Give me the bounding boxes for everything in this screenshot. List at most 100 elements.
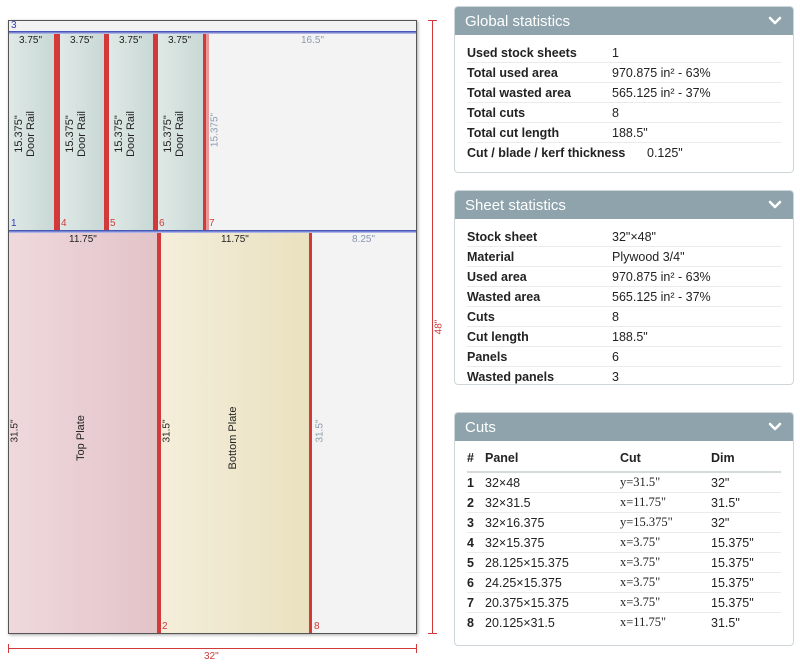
waste-width-label: 16.5" (301, 35, 325, 46)
cut-num: 1 (467, 472, 485, 493)
cut-panel: 24.25×15.375 (485, 572, 620, 593)
cut-dim: 31.5" (711, 492, 781, 513)
cut-position: x=11.75" (620, 492, 711, 513)
height-dimension-line (432, 20, 433, 634)
panel-height-label: 31.5" (9, 419, 21, 443)
stat-label: Wasted panels (467, 369, 555, 384)
panel-width-label: 3.75" (70, 35, 94, 46)
cut-number-1: 1 (11, 218, 17, 229)
cut-num: 2 (467, 492, 485, 513)
door-rail-panel[interactable]: 3.75" 15.375" Door Rail 1 (9, 34, 57, 230)
panel-width-label: 11.75" (69, 234, 97, 245)
stat-row: Used stock sheets 1 (467, 43, 781, 63)
cut-dim: 15.375" (711, 592, 781, 613)
stat-label: Total used area (467, 65, 558, 80)
panel-name: Door Rail (25, 111, 37, 157)
cut-number-3: 3 (11, 20, 17, 31)
cut-number-4: 4 (61, 218, 67, 229)
cut-num: 6 (467, 572, 485, 593)
stat-label: Cuts (467, 309, 495, 324)
door-rail-panel[interactable]: 3.75" 15.375" Door Rail 4 (57, 34, 107, 230)
global-statistics-header[interactable]: Global statistics (455, 7, 793, 35)
stat-label: Material (467, 249, 515, 264)
cut-dim: 15.375" (711, 532, 781, 553)
cut-number-2: 2 (162, 621, 168, 632)
waste-width-label: 8.25" (352, 234, 376, 245)
table-row: 4 32×15.375 x=3.75" 15.375" (467, 532, 781, 553)
door-rail-panel[interactable]: 3.75" 15.375" Door Rail 6 (155, 34, 206, 230)
stat-row: Wasted panels 3 (467, 367, 781, 384)
stat-value: 8 (612, 309, 619, 324)
stat-row: Total wasted area 565.125 in² - 37% (467, 83, 781, 103)
cut-number-6: 6 (159, 218, 165, 229)
stat-row: Used area 970.875 in² - 63% (467, 267, 781, 287)
cut-position: x=11.75" (620, 615, 667, 629)
stat-row: Cut / blade / kerf thickness 0.125" (467, 143, 781, 162)
stat-row: Material Plywood 3/4" (467, 247, 781, 267)
chevron-down-icon[interactable] (767, 197, 783, 213)
panel-width-label: 3.75" (119, 35, 143, 46)
stat-label: Total cuts (467, 105, 526, 120)
cut-num: 8 (467, 615, 474, 630)
panel-width-label: 3.75" (168, 35, 192, 46)
cuts-table: # Panel Cut Dim 1 32×48 y=31.5" 32" 2 32×31.… (467, 445, 781, 632)
stat-value: 970.875 in² - 63% (612, 65, 711, 80)
bottom-plate-panel[interactable]: 11.75" 31.5" Bottom Plate 2 (158, 233, 312, 633)
stat-value: 32"×48" (612, 229, 656, 244)
stat-row: Total cuts 8 (467, 103, 781, 123)
stat-value: 3 (612, 369, 619, 384)
stat-value: 188.5" (612, 125, 648, 140)
stat-label: Wasted area (467, 289, 541, 304)
door-rail-panel[interactable]: 3.75" 15.375" Door Rail 5 (106, 34, 156, 230)
cut-panel: 32×48 (485, 472, 620, 493)
chevron-down-icon[interactable] (767, 419, 783, 435)
panel-name: Door Rail (174, 111, 186, 157)
stat-label: Used area (467, 269, 527, 284)
cut-position: x=3.75" (620, 532, 711, 553)
stats-list: Used stock sheets 1 Total used area 970.87… (455, 35, 793, 168)
stat-row: Total cut length 188.5" (467, 123, 781, 143)
stat-label: Total cut length (467, 125, 560, 140)
cut-position: x=3.75" (620, 572, 711, 593)
panel-height-label: 15.375" (13, 115, 25, 153)
waste-area-top: 16.5" 15.375" 7 (206, 34, 416, 230)
cut-line-3 (9, 31, 416, 34)
stat-value: 565.125 in² - 37% (612, 289, 711, 304)
cut-number-7: 7 (209, 218, 215, 229)
cut-number-5: 5 (110, 218, 116, 229)
sheet-statistics-panel: Sheet statistics Stock sheet 32"×48" Mate… (454, 190, 794, 385)
panel-title: Cuts (465, 418, 496, 436)
cut-position: x=3.75" (620, 592, 711, 613)
cut-panel: 20.375×15.375 (485, 592, 620, 613)
table-header-row: # Panel Cut Dim (467, 445, 781, 473)
column-header-panel: Panel (485, 445, 620, 473)
sheet-width-label: 32" (204, 651, 219, 662)
panel-width-label: 3.75" (19, 35, 43, 46)
cut-position: x=3.75" (620, 552, 711, 573)
cut-num: 7 (467, 592, 485, 613)
table-row: 7 20.375×15.375 x=3.75" 15.375" (467, 592, 781, 613)
width-dimension-line (8, 648, 417, 649)
panel-name: Door Rail (76, 111, 88, 157)
panel-height-label: 15.375" (162, 115, 174, 153)
table-row: 1 32×48 y=31.5" 32" (467, 472, 781, 493)
cut-panel: 32×15.375 (485, 532, 620, 553)
stat-value: Plywood 3/4" (612, 249, 685, 264)
sheet-statistics-header[interactable]: Sheet statistics (455, 191, 793, 219)
stat-row: Cut length 188.5" (467, 327, 781, 347)
waste-height-label: 31.5" (314, 419, 326, 443)
column-header-num: # (467, 445, 485, 473)
cut-num: 4 (467, 532, 485, 553)
waste-height-label: 15.375" (209, 112, 221, 148)
top-plate-panel[interactable]: 11.75" 31.5" Top Plate (9, 233, 160, 633)
cut-panel: 32×31.5 (485, 492, 620, 513)
chevron-down-icon[interactable] (767, 13, 783, 29)
stat-label: Used stock sheets (467, 45, 577, 60)
cut-dim: 31.5" (711, 615, 740, 630)
stat-label: Panels (467, 349, 508, 364)
stat-value: 6 (612, 349, 619, 364)
stat-value: 0.125" (647, 145, 683, 160)
panel-name: Top Plate (75, 415, 87, 461)
cuts-header[interactable]: Cuts (455, 413, 793, 441)
